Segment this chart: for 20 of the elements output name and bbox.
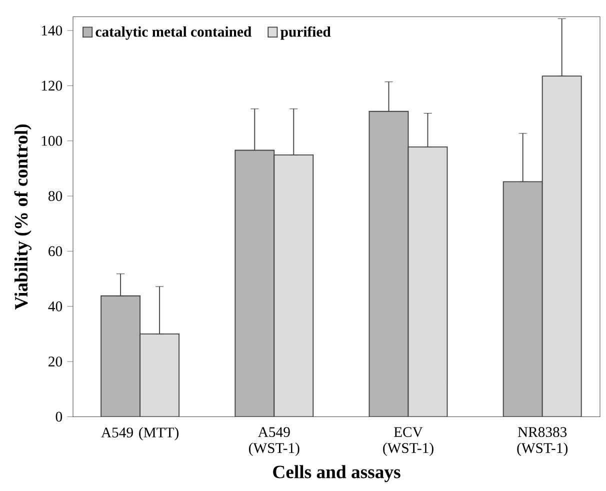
- y-tick-label: 140: [42, 26, 62, 36]
- bar: [502, 181, 543, 417]
- legend-label: purified: [280, 26, 331, 40]
- y-tick-label: 80: [48, 191, 62, 201]
- bar: [100, 295, 141, 417]
- y-tick-label: 60: [48, 246, 62, 256]
- y-axis-title: Viability (% of control): [14, 124, 32, 310]
- x-tick-label: A549 (WST-1): [249, 427, 300, 456]
- y-tick-label: 0: [56, 412, 62, 422]
- y-tick-label: 20: [48, 356, 62, 366]
- y-tick-label: 120: [42, 80, 62, 91]
- x-tick-label: NR8383 (WST-1): [517, 427, 568, 456]
- y-tick-label: 40: [48, 301, 62, 312]
- y-tick-label: 100: [42, 136, 62, 146]
- legend-label: catalytic metal contained: [96, 26, 252, 40]
- bar: [234, 150, 275, 417]
- x-tick-label: A549 (MTT): [101, 427, 179, 440]
- bar: [368, 110, 409, 417]
- x-tick-label: ECV (WST-1): [383, 427, 434, 456]
- x-axis-title: Cells and assays: [273, 465, 400, 482]
